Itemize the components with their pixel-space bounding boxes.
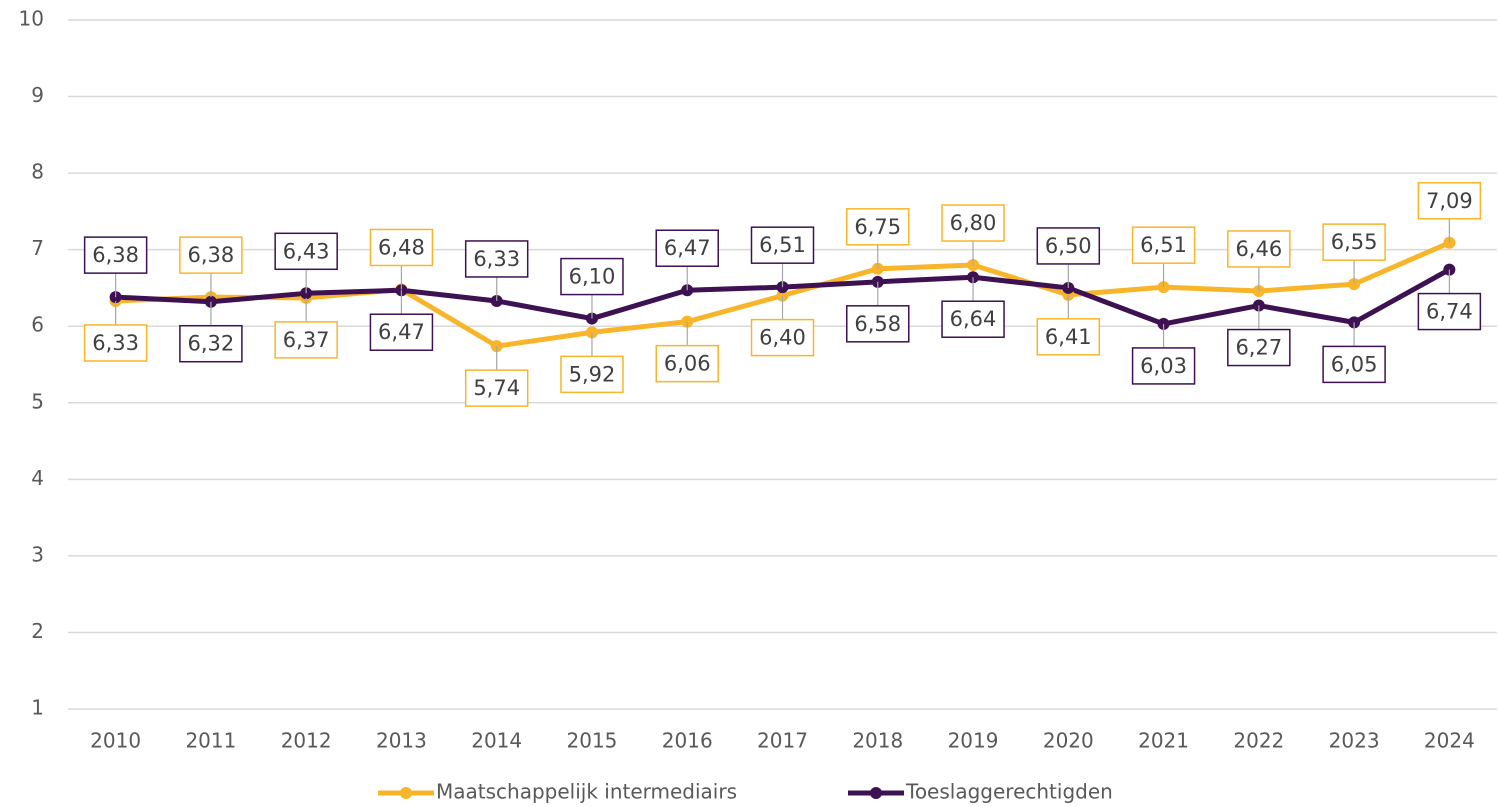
data-label: 6,51	[759, 233, 806, 257]
legend-label: Maatschappelijk intermediairs	[436, 780, 737, 804]
x-tick-label: 2023	[1329, 729, 1380, 753]
label-box	[1417, 182, 1482, 220]
data-label: 5,92	[569, 362, 616, 386]
label-box	[1322, 345, 1386, 384]
label-box	[655, 344, 719, 383]
label-box	[1036, 318, 1101, 356]
x-tick-label: 2016	[662, 729, 713, 753]
legend-marker	[400, 787, 412, 799]
y-tick-label: 2	[31, 619, 44, 643]
x-tick-label: 2015	[567, 729, 618, 753]
label-box	[369, 228, 434, 267]
label-box	[369, 313, 434, 351]
label-box	[83, 236, 148, 274]
data-label: 6,38	[188, 243, 235, 267]
label-box	[83, 324, 148, 362]
data-label: 6,64	[950, 307, 997, 331]
y-tick-label: 10	[19, 7, 44, 31]
label-box	[846, 208, 910, 246]
data-label: 6,33	[473, 247, 520, 271]
label-box	[179, 324, 243, 363]
data-label: 5,74	[473, 376, 520, 400]
data-label: 6,51	[1140, 233, 1187, 257]
label-box	[560, 355, 624, 394]
y-tick-label: 8	[31, 160, 44, 184]
legend-marker	[870, 787, 882, 799]
legend-label: Toeslaggerechtigden	[905, 780, 1113, 804]
label-box	[941, 300, 1005, 338]
data-label: 6,27	[1235, 336, 1282, 360]
data-label: 6,55	[1331, 230, 1378, 254]
x-tick-label: 2022	[1233, 729, 1284, 753]
x-tick-label: 2014	[471, 729, 522, 753]
y-tick-label: 6	[31, 313, 44, 337]
data-label: 6,06	[664, 352, 711, 376]
label-box	[1036, 227, 1101, 265]
data-label: 6,47	[378, 320, 425, 344]
y-tick-label: 1	[31, 696, 44, 720]
y-tick-label: 9	[31, 83, 44, 107]
x-tick-label: 2021	[1138, 729, 1189, 753]
label-box	[274, 232, 338, 271]
data-label: 6,43	[283, 239, 330, 263]
label-box	[941, 204, 1005, 242]
x-tick-label: 2019	[948, 729, 999, 753]
label-box	[1322, 223, 1386, 261]
x-tick-label: 2020	[1043, 729, 1094, 753]
data-label: 6,50	[1045, 234, 1092, 258]
label-box	[560, 257, 624, 296]
label-box	[750, 318, 815, 357]
label-box	[1417, 292, 1482, 331]
data-label: 6,03	[1140, 354, 1187, 378]
data-label: 6,58	[854, 312, 901, 336]
data-label: 6,38	[92, 243, 139, 267]
label-box	[179, 236, 243, 274]
data-label: 6,37	[283, 328, 330, 352]
data-label: 6,32	[188, 332, 235, 356]
data-label: 6,75	[854, 215, 901, 239]
data-label: 6,46	[1235, 237, 1282, 261]
data-label: 6,48	[378, 235, 425, 259]
data-label: 6,10	[569, 265, 616, 289]
y-tick-label: 4	[31, 466, 44, 490]
label-box	[1227, 230, 1291, 268]
data-label: 6,33	[92, 331, 139, 355]
label-box	[846, 305, 910, 343]
data-label: 6,41	[1045, 325, 1092, 349]
x-tick-label: 2013	[376, 729, 427, 753]
x-tick-label: 2011	[185, 729, 236, 753]
data-label: 6,05	[1331, 352, 1378, 376]
label-box	[274, 321, 338, 359]
label-box	[655, 229, 719, 267]
data-label: 6,80	[950, 211, 997, 235]
data-label: 6,40	[759, 326, 806, 350]
data-label: 6,47	[664, 236, 711, 260]
label-box	[464, 240, 529, 278]
data-label: 7,09	[1426, 189, 1473, 213]
y-tick-label: 3	[31, 542, 44, 566]
y-tick-label: 7	[31, 236, 44, 260]
label-box	[464, 369, 529, 407]
x-tick-label: 2018	[852, 729, 903, 753]
data-label: 6,74	[1426, 300, 1473, 324]
label-box	[1227, 328, 1291, 367]
label-box	[1131, 226, 1196, 264]
x-tick-label: 2024	[1424, 729, 1475, 753]
x-tick-label: 2010	[90, 729, 141, 753]
x-tick-label: 2017	[757, 729, 808, 753]
label-box	[750, 226, 815, 264]
y-tick-label: 5	[31, 389, 44, 413]
x-tick-label: 2012	[281, 729, 332, 753]
label-box	[1131, 347, 1196, 385]
